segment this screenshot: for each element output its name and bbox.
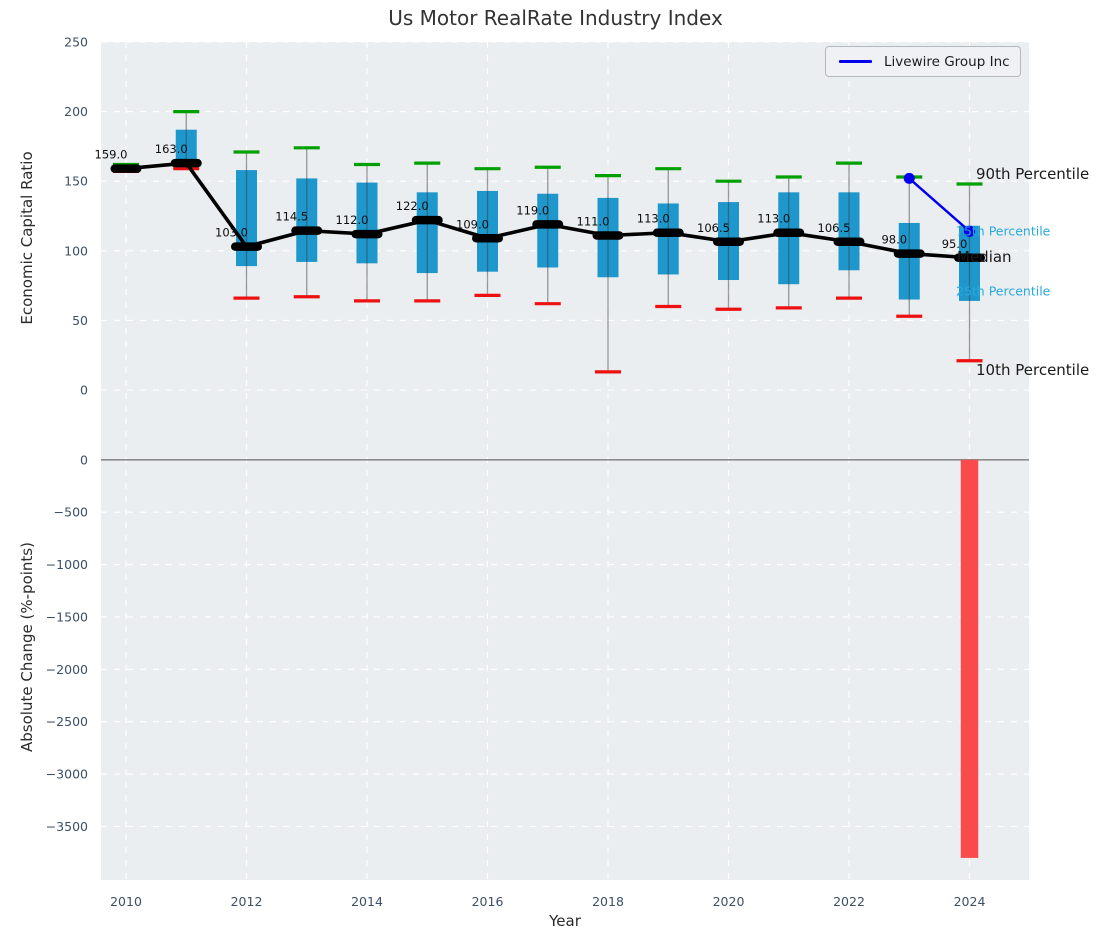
chart-title: Us Motor RealRate Industry Index <box>388 6 723 30</box>
median-value-label-2017: 119.0 <box>516 203 549 217</box>
y-tick-bottom--500: −500 <box>54 505 88 520</box>
x-tick-2010: 2010 <box>110 894 142 909</box>
median-marker-2023 <box>893 249 925 258</box>
change-bar-2024 <box>960 459 979 858</box>
x-tick-2018: 2018 <box>592 894 624 909</box>
median-marker-2017 <box>532 220 564 229</box>
median-value-label-2022: 106.5 <box>818 221 851 235</box>
x-tick-2016: 2016 <box>472 894 504 909</box>
y-tick-top-150: 150 <box>64 174 88 189</box>
legend-line-sample <box>839 60 872 63</box>
y-tick-bottom--1500: −1500 <box>46 609 88 624</box>
y-tick-top-0: 0 <box>80 383 88 398</box>
livewire-line <box>908 177 971 233</box>
y-tick-bottom-0: 0 <box>80 452 88 467</box>
x-tick-2020: 2020 <box>713 894 745 909</box>
y-tick-bottom--3000: −3000 <box>46 767 88 782</box>
median-value-label-2020: 106.5 <box>697 221 730 235</box>
y-tick-top-250: 250 <box>64 35 88 50</box>
y-tick-bottom--3500: −3500 <box>46 819 88 834</box>
median-marker-2013 <box>291 226 323 235</box>
median-marker-2011 <box>170 158 202 168</box>
median-value-label-2021: 113.0 <box>757 212 790 226</box>
median-value-label-2012: 103.0 <box>215 226 248 240</box>
annotation-75th-percentile: 75th Percentile <box>956 223 1051 239</box>
x-tick-2012: 2012 <box>231 894 263 909</box>
median-marker-2015 <box>411 215 443 225</box>
median-value-label-2023: 98.0 <box>881 233 907 247</box>
median-value-label-2011: 163.0 <box>155 142 188 156</box>
livewire-point-2023 <box>903 172 915 184</box>
x-tick-2024: 2024 <box>954 894 986 909</box>
x-tick-2022: 2022 <box>833 894 865 909</box>
median-value-label-2018: 111.0 <box>577 214 610 228</box>
median-marker-2016 <box>472 234 503 243</box>
median-marker-2014 <box>351 229 383 239</box>
median-marker-2021 <box>773 228 805 237</box>
annotation-10th-percentile: 10th Percentile <box>976 361 1090 379</box>
legend: Livewire Group Inc <box>825 46 1021 77</box>
y-tick-top-50: 50 <box>72 313 88 328</box>
y-tick-top-100: 100 <box>64 243 88 258</box>
median-marker-2018 <box>592 231 624 240</box>
annotation-90th-percentile: 90th Percentile <box>976 165 1090 183</box>
median-value-label-2015: 122.0 <box>396 199 429 213</box>
bottom-panel <box>101 418 1029 880</box>
median-value-label-2014: 112.0 <box>336 213 369 227</box>
median-marker-2022 <box>833 237 865 247</box>
median-value-label-2024: 95.0 <box>942 237 968 251</box>
y-tick-bottom--1000: −1000 <box>46 557 88 572</box>
median-marker-2020 <box>713 237 744 247</box>
median-marker-2010 <box>110 164 142 173</box>
median-marker-2019 <box>652 228 684 237</box>
x-axis-label: Year <box>549 912 581 930</box>
median-value-label-2019: 113.0 <box>637 212 670 226</box>
livewire-point-2024 <box>964 225 975 237</box>
x-tick-2014: 2014 <box>351 894 383 909</box>
y-axis-label-top: Economic Capital Ratio <box>18 151 36 325</box>
y-tick-bottom--2500: −2500 <box>46 714 88 729</box>
y-axis-label-bottom: Absolute Change (%-points) <box>18 542 36 752</box>
y-tick-bottom--2000: −2000 <box>46 662 88 677</box>
median-marker-2012 <box>231 242 262 251</box>
annotation-median: Median <box>957 248 1012 266</box>
median-value-label-2010: 159.0 <box>95 148 128 162</box>
median-marker-2024 <box>954 253 985 263</box>
y-tick-top-200: 200 <box>64 104 88 119</box>
annotation-25th-percentile: 25th Percentile <box>956 283 1051 299</box>
median-value-label-2013: 114.5 <box>275 210 308 224</box>
median-value-label-2016: 109.0 <box>456 217 489 231</box>
legend-label: Livewire Group Inc <box>884 53 1010 70</box>
